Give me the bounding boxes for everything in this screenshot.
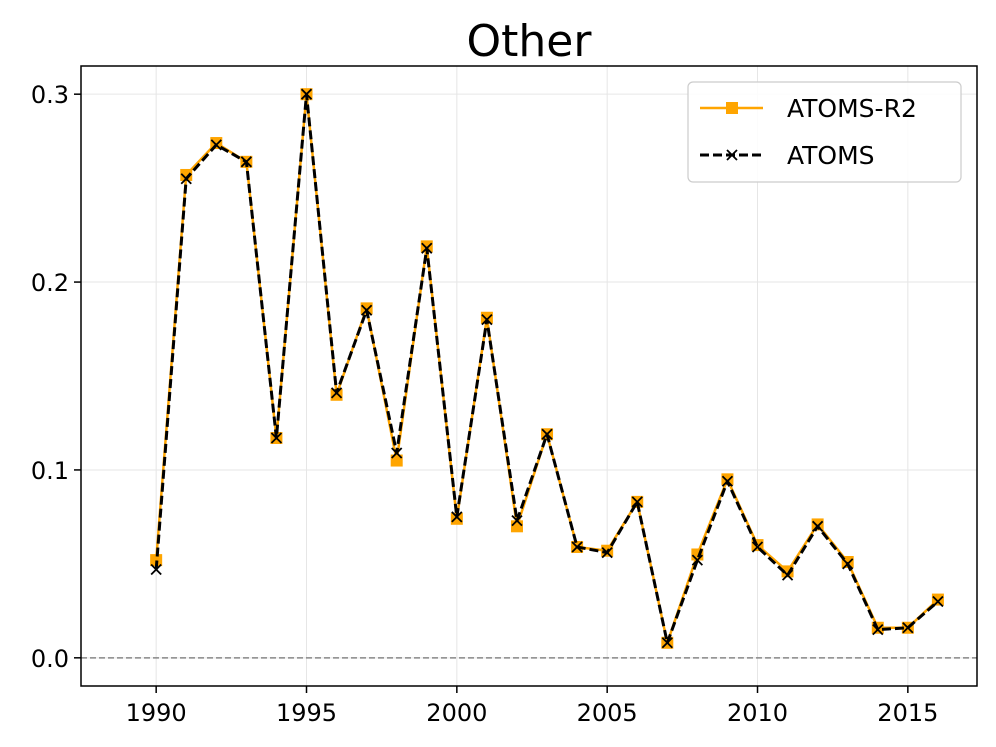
data-point	[210, 137, 223, 150]
data-point	[511, 515, 523, 527]
x-tick-label: 2015	[877, 699, 938, 727]
data-point	[541, 428, 553, 440]
data-point	[751, 539, 764, 552]
data-point	[661, 637, 673, 649]
data-point	[270, 432, 283, 444]
data-point	[872, 623, 884, 636]
x-tick-label: 2000	[426, 699, 487, 727]
data-point	[811, 518, 824, 531]
legend-label: ATOMS-R2	[787, 94, 917, 123]
data-point	[691, 554, 704, 566]
data-point	[150, 563, 162, 576]
legend-marker	[726, 149, 738, 161]
data-point	[300, 88, 313, 100]
legend-label: ATOMS	[787, 141, 875, 170]
data-point	[481, 313, 493, 326]
data-point	[781, 569, 794, 581]
data-point	[931, 593, 944, 606]
y-tick-label: 0.3	[31, 81, 69, 109]
x-axis-ticks: 1990 1995 2000 2005 2010 2015	[126, 686, 938, 727]
data-point	[812, 520, 824, 532]
chart-title: Other	[467, 16, 593, 67]
legend: ATOMS-R2 ATOMS	[687, 81, 962, 183]
y-axis-ticks: 0.0 0.1 0.2 0.3	[31, 81, 81, 673]
data-point	[210, 139, 222, 151]
data-point	[601, 546, 613, 559]
x-tick-label: 2010	[727, 699, 788, 727]
data-point	[510, 520, 523, 533]
x-tick-label: 2005	[577, 699, 638, 727]
series-group	[150, 88, 944, 649]
data-point	[932, 595, 944, 608]
legend-marker	[726, 102, 738, 114]
data-point	[902, 622, 914, 634]
data-point	[391, 447, 403, 459]
data-point	[721, 475, 734, 487]
plot-frame	[80, 65, 978, 687]
x-tick-label: 1995	[276, 699, 337, 727]
data-point	[180, 173, 192, 185]
y-tick-label: 0.0	[31, 645, 69, 673]
data-point	[842, 558, 854, 570]
data-point	[421, 242, 433, 254]
series-atoms	[150, 88, 944, 649]
legend-entry: ATOMS	[700, 141, 875, 170]
data-point	[631, 496, 643, 508]
data-point	[240, 156, 253, 168]
data-point	[451, 511, 463, 523]
legend-entry: ATOMS-R2	[700, 94, 917, 123]
data-point	[330, 387, 343, 399]
y-tick-label: 0.2	[31, 269, 69, 297]
x-tick-label: 1990	[126, 699, 187, 727]
data-point	[390, 454, 403, 467]
data-point	[571, 541, 583, 553]
data-point	[751, 541, 764, 553]
data-point	[361, 304, 373, 316]
y-tick-label: 0.1	[31, 457, 69, 485]
